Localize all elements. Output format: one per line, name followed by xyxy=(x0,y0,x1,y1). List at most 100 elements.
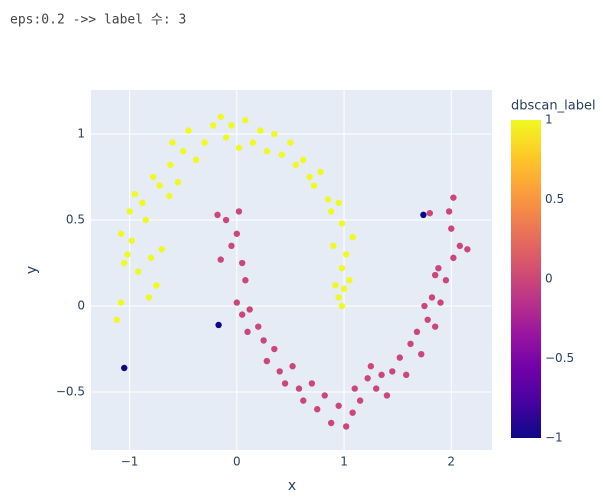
point xyxy=(142,216,149,224)
point xyxy=(310,182,318,189)
point xyxy=(139,199,146,207)
point xyxy=(450,194,457,201)
point xyxy=(278,151,286,158)
point xyxy=(147,254,155,262)
point xyxy=(338,220,346,227)
colorbar xyxy=(511,120,541,438)
point xyxy=(131,191,139,198)
point xyxy=(450,254,457,262)
colorbar-tick-label: −1 xyxy=(545,431,563,445)
point xyxy=(340,285,348,293)
point xyxy=(153,282,160,289)
point xyxy=(260,337,267,344)
x-axis-label: x xyxy=(288,478,296,494)
point xyxy=(396,354,403,361)
point xyxy=(420,211,427,219)
point xyxy=(442,277,450,284)
point xyxy=(192,156,200,164)
colorbar-tick-label: 0.5 xyxy=(545,192,564,206)
point xyxy=(424,316,431,323)
point xyxy=(464,246,471,253)
point xyxy=(367,363,375,370)
point xyxy=(356,397,364,404)
point xyxy=(156,182,163,189)
point xyxy=(149,173,157,181)
point xyxy=(117,230,125,237)
point xyxy=(351,385,358,392)
point xyxy=(308,380,316,387)
point xyxy=(330,242,337,250)
point xyxy=(327,419,335,427)
point xyxy=(222,134,230,141)
chart-title: eps:0.2 ->> label 수: 3 xyxy=(10,13,186,28)
point xyxy=(437,299,444,306)
point xyxy=(121,259,128,267)
point xyxy=(448,225,455,232)
point xyxy=(276,368,283,375)
point xyxy=(342,251,350,258)
point xyxy=(235,144,243,151)
point xyxy=(217,113,224,121)
point xyxy=(180,148,187,155)
point xyxy=(413,328,421,336)
point xyxy=(166,192,173,200)
point xyxy=(300,397,307,404)
point xyxy=(349,409,356,416)
point xyxy=(271,345,278,353)
point xyxy=(185,127,192,134)
point xyxy=(246,306,253,313)
y-tick-label: 0 xyxy=(77,299,85,313)
point xyxy=(338,302,346,310)
point xyxy=(364,375,371,382)
point xyxy=(128,237,135,244)
y-tick-label: −0.5 xyxy=(56,385,85,399)
point xyxy=(117,299,125,306)
colorbar-tick-label: −0.5 xyxy=(545,351,574,365)
point xyxy=(217,256,224,263)
point xyxy=(317,168,324,176)
point xyxy=(121,364,128,372)
y-tick-label: 1 xyxy=(77,127,85,141)
point xyxy=(228,242,235,250)
point xyxy=(214,211,221,219)
point xyxy=(210,122,217,129)
point xyxy=(281,380,289,387)
point xyxy=(169,139,176,146)
point xyxy=(332,282,339,289)
point xyxy=(287,139,294,146)
point xyxy=(383,392,391,399)
x-tick-label: 1 xyxy=(340,455,348,469)
point xyxy=(335,199,342,207)
point xyxy=(113,316,120,323)
point xyxy=(201,139,208,146)
point xyxy=(215,321,222,329)
point xyxy=(314,406,321,413)
point xyxy=(238,311,246,318)
point xyxy=(435,264,442,272)
point xyxy=(327,208,335,215)
point xyxy=(242,117,249,124)
point xyxy=(300,156,307,164)
point xyxy=(292,161,299,169)
point xyxy=(324,196,332,203)
point xyxy=(295,385,303,392)
point xyxy=(263,357,271,365)
point xyxy=(244,328,251,336)
point xyxy=(346,277,353,284)
point xyxy=(134,268,142,275)
point xyxy=(445,208,453,215)
plot-background xyxy=(91,90,492,450)
point xyxy=(418,350,425,358)
point xyxy=(389,368,396,375)
y-axis-label: y xyxy=(24,266,40,274)
point xyxy=(407,340,414,348)
point xyxy=(249,139,257,146)
point xyxy=(378,371,385,379)
point xyxy=(222,216,230,224)
point xyxy=(431,323,439,330)
point xyxy=(263,148,271,155)
point xyxy=(306,173,313,181)
point xyxy=(321,392,328,399)
point xyxy=(167,161,174,169)
